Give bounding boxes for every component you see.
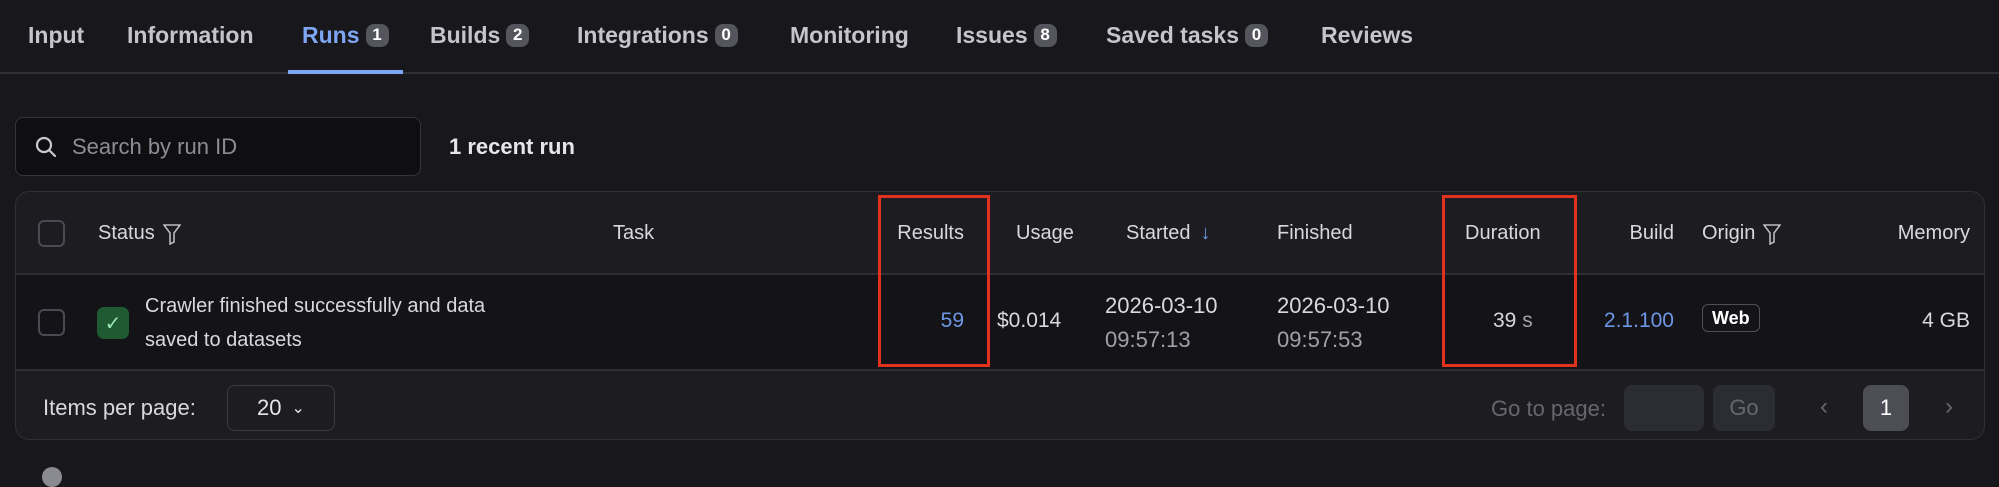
tab-monitoring[interactable]: Monitoring (790, 20, 909, 50)
started-value: 2026-03-10 09:57:13 (1105, 289, 1218, 357)
usage-value: $0.014 (997, 309, 1062, 332)
date: 2026-03-10 (1277, 293, 1390, 318)
date: 2026-03-10 (1105, 293, 1218, 318)
origin-label: Web (1702, 304, 1760, 332)
status-line: Crawler finished successfully and data (145, 295, 486, 317)
header-label: Status (98, 222, 155, 244)
select-value: 20 (257, 395, 282, 420)
duration-unit: s (1522, 309, 1533, 332)
info-icon (42, 467, 62, 487)
header-label: Origin (1702, 222, 1756, 244)
results-link[interactable]: 59 (940, 309, 964, 332)
count-badge: 0 (714, 23, 738, 47)
header-label: Started (1126, 222, 1191, 244)
tab-integrations[interactable]: Integrations 0 (577, 20, 738, 50)
time: 09:57:53 (1277, 327, 1363, 352)
tab-builds[interactable]: Builds 2 (430, 20, 530, 50)
chevron-left-icon[interactable]: ‹ (1820, 393, 1828, 420)
go-to-page-input[interactable] (1624, 385, 1704, 431)
tab-reviews[interactable]: Reviews (1321, 20, 1413, 50)
header-results[interactable]: Results (897, 222, 964, 244)
go-to-page-label: Go to page: (1491, 396, 1606, 421)
count-badge: 1 (365, 23, 389, 47)
tab-label: Runs (302, 21, 360, 48)
highlight-box-results (878, 195, 990, 367)
header-memory[interactable]: Memory (1897, 222, 1970, 244)
sort-arrow-down-icon[interactable]: ↓ (1200, 222, 1211, 244)
header-finished[interactable]: Finished (1277, 222, 1353, 244)
count-badge: 8 (1033, 23, 1057, 47)
items-per-page-label: Items per page: (43, 395, 196, 420)
runs-table: Status Task Results Usage Started ↓ Finis… (15, 191, 1985, 440)
filter-icon[interactable] (1763, 223, 1782, 245)
tab-runs[interactable]: Runs 1 (288, 20, 402, 74)
tab-issues[interactable]: Issues 8 (956, 20, 1057, 50)
recent-runs-count: 1 recent run (449, 134, 575, 159)
search-icon (35, 136, 57, 157)
header-started[interactable]: Started ↓ (1126, 222, 1210, 245)
header-status[interactable]: Status (98, 222, 181, 245)
filter-icon[interactable] (162, 223, 181, 245)
status-text: Crawler finished successfully and data sa… (145, 289, 485, 357)
header-duration[interactable]: Duration (1465, 222, 1541, 244)
table-row[interactable]: ✓ Crawler finished successfully and data… (16, 275, 1984, 371)
status-line: saved to datasets (145, 329, 302, 351)
build-link[interactable]: 2.1.100 (1603, 309, 1674, 332)
highlight-box-duration (1442, 195, 1577, 367)
tab-label: Information (127, 21, 254, 48)
tab-bar: Input Information Runs 1 Builds 2 Integrat… (0, 0, 1999, 74)
tab-label: Monitoring (790, 21, 909, 48)
time: 09:57:13 (1105, 327, 1191, 352)
count-badge: 2 (506, 23, 530, 47)
header-origin[interactable]: Origin (1702, 222, 1782, 245)
origin-badge: Web (1702, 304, 1760, 332)
items-per-page-select[interactable]: 20 ⌄ (227, 385, 335, 431)
page-button-current[interactable]: 1 (1863, 385, 1909, 431)
header-usage[interactable]: Usage (1016, 222, 1074, 244)
tab-label: Input (28, 21, 85, 48)
tab-label: Reviews (1321, 21, 1414, 48)
search-input[interactable] (72, 133, 392, 160)
table-footer: Items per page: 20 ⌄ Go to page: Go ‹ 1 › (16, 373, 1984, 439)
chevron-right-icon[interactable]: › (1945, 393, 1953, 420)
select-all-checkbox[interactable] (38, 220, 65, 247)
tab-label: Builds (430, 21, 501, 48)
finished-value: 2026-03-10 09:57:53 (1277, 289, 1390, 357)
tab-saved-tasks[interactable]: Saved tasks 0 (1106, 20, 1268, 50)
memory-value: 4 GB (1922, 309, 1970, 332)
go-button[interactable]: Go (1713, 385, 1775, 431)
duration-value: 39 s (1493, 309, 1533, 333)
tab-label: Saved tasks (1106, 21, 1239, 48)
header-task: Task (613, 222, 655, 244)
check-icon: ✓ (97, 307, 129, 339)
table-header: Status Task Results Usage Started ↓ Finis… (16, 192, 1984, 275)
search-box[interactable] (15, 117, 421, 176)
tab-label: Issues (956, 21, 1028, 48)
count-badge: 0 (1244, 23, 1268, 47)
chevron-down-icon: ⌄ (291, 400, 305, 417)
header-build: Build (1629, 222, 1674, 244)
tab-information[interactable]: Information (127, 20, 254, 50)
duration-number: 39 (1493, 309, 1517, 332)
tab-input[interactable]: Input (28, 20, 84, 50)
row-checkbox[interactable] (38, 309, 65, 336)
tab-label: Integrations (577, 21, 709, 48)
